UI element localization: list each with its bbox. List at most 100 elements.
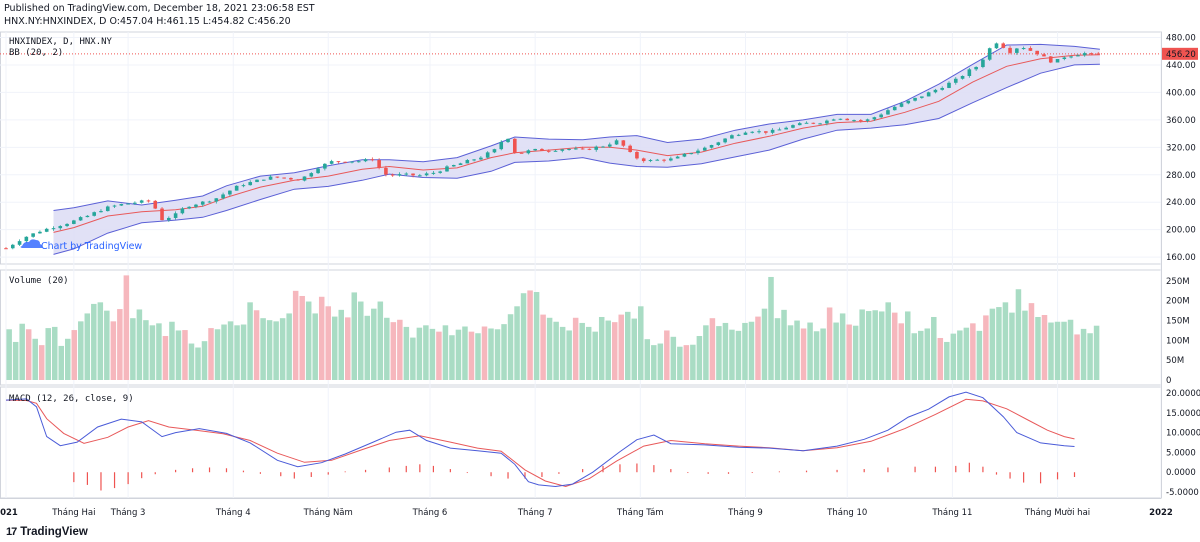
volume-bar xyxy=(585,326,592,380)
candles[interactable] xyxy=(4,42,1101,250)
volume-bar xyxy=(924,328,931,380)
candle-body xyxy=(153,200,158,209)
volume-bar xyxy=(931,316,937,380)
volume-bar xyxy=(1009,312,1015,380)
candle-body xyxy=(513,138,517,153)
candle-body xyxy=(696,150,700,154)
volume-bar xyxy=(58,345,65,380)
candle-body xyxy=(804,122,809,124)
time-axis-label: Tháng 10 xyxy=(826,508,867,518)
candle-body xyxy=(757,131,761,133)
candle-body xyxy=(17,241,22,245)
volume-bar xyxy=(983,315,989,380)
candle-body xyxy=(628,145,632,152)
volume-bar xyxy=(501,324,507,380)
volume-bar xyxy=(1061,321,1067,380)
volume-bar xyxy=(664,330,670,380)
volume-bar xyxy=(38,345,45,380)
volume-bar xyxy=(1087,333,1093,380)
candle-body xyxy=(546,150,551,152)
candle-body xyxy=(499,142,504,150)
candle-body xyxy=(390,174,395,176)
chart-canvas[interactable]: 160.00 200.00 240.00 280.00 320.00 360.00 400.… xyxy=(0,0,1200,524)
volume-bar xyxy=(494,329,501,380)
volume-bar xyxy=(520,293,527,380)
volume-bar xyxy=(19,323,25,380)
volume-bar xyxy=(566,330,572,380)
candle-body xyxy=(418,175,422,177)
volume-bar xyxy=(846,324,852,380)
volume-bar xyxy=(735,330,742,380)
volume-bar xyxy=(657,343,664,380)
candle-body xyxy=(24,236,29,242)
tradingview-logo[interactable]: 17 TradingView xyxy=(6,526,88,538)
candle-body xyxy=(323,163,327,169)
candle-body xyxy=(587,148,592,150)
volume-bar xyxy=(696,336,703,380)
volume-bar xyxy=(891,312,898,380)
volume-bar xyxy=(201,341,208,380)
candle-body xyxy=(58,226,63,229)
volume-bar xyxy=(1022,310,1028,380)
candle-body xyxy=(424,173,429,176)
candle-body xyxy=(526,150,531,154)
volume-bar xyxy=(963,327,970,380)
macd-lines[interactable] xyxy=(5,391,1076,491)
volume-bar xyxy=(462,326,468,380)
volume-bar xyxy=(605,320,611,380)
volume-bar xyxy=(572,317,579,380)
candle-body xyxy=(370,159,375,161)
candle-body xyxy=(865,119,870,121)
volume-bar xyxy=(136,309,143,380)
volume-bar xyxy=(598,316,605,380)
volume-bar xyxy=(449,335,455,380)
time-axis[interactable]: 2021 Tháng Hai Tháng 3 Tháng 4 Tháng Năm Thán… xyxy=(0,498,1173,519)
candle-body xyxy=(845,118,850,121)
volume-bar xyxy=(670,336,677,380)
tradingview-watermark[interactable]: Chart by TradingView xyxy=(20,239,143,252)
candle-body xyxy=(1096,53,1101,55)
volume-bar xyxy=(729,329,735,380)
candle-body xyxy=(974,67,978,70)
volume-pane-label: Volume (20) xyxy=(9,276,69,286)
volume-bar xyxy=(950,333,957,380)
candle-body xyxy=(920,96,924,98)
candle-body xyxy=(879,114,883,118)
candle-body xyxy=(981,59,985,68)
volume-bar xyxy=(1054,321,1061,380)
candle-body xyxy=(655,159,660,161)
volume-bar xyxy=(937,337,944,380)
candle-body xyxy=(736,134,741,136)
candle-body xyxy=(743,132,748,135)
price-tick-label: 440.00 xyxy=(1166,61,1196,71)
volume-bar xyxy=(397,319,403,380)
candle-body xyxy=(574,148,578,150)
macd-tick-label: 5.0000 xyxy=(1166,448,1196,458)
candle-body xyxy=(662,159,666,161)
volume-bar xyxy=(989,308,996,380)
volume-bar xyxy=(312,313,318,380)
volume-bar xyxy=(1093,325,1100,380)
volume-bar xyxy=(716,326,722,380)
time-axis-label: Tháng 4 xyxy=(215,508,251,518)
candle-body xyxy=(1069,56,1073,58)
volume-bar xyxy=(338,309,345,380)
candle-body xyxy=(207,201,212,203)
volume-bar xyxy=(279,318,286,380)
macd-signal-line xyxy=(5,398,1075,488)
volume-bar xyxy=(651,345,657,380)
candle-body xyxy=(485,152,490,158)
candle-body xyxy=(723,138,727,143)
volume-bar xyxy=(768,276,774,380)
volume-bars[interactable] xyxy=(6,275,1100,380)
volume-bar xyxy=(611,322,618,380)
candle-body xyxy=(994,43,999,49)
candle-body xyxy=(892,106,897,111)
candle-body xyxy=(621,140,626,146)
candle-body xyxy=(506,138,510,143)
volume-bar xyxy=(957,330,963,380)
price-tick-label: 200.00 xyxy=(1166,226,1196,236)
volume-bar xyxy=(188,343,195,380)
last-price-label: 456.20 xyxy=(1166,50,1196,60)
volume-bar xyxy=(292,290,299,380)
